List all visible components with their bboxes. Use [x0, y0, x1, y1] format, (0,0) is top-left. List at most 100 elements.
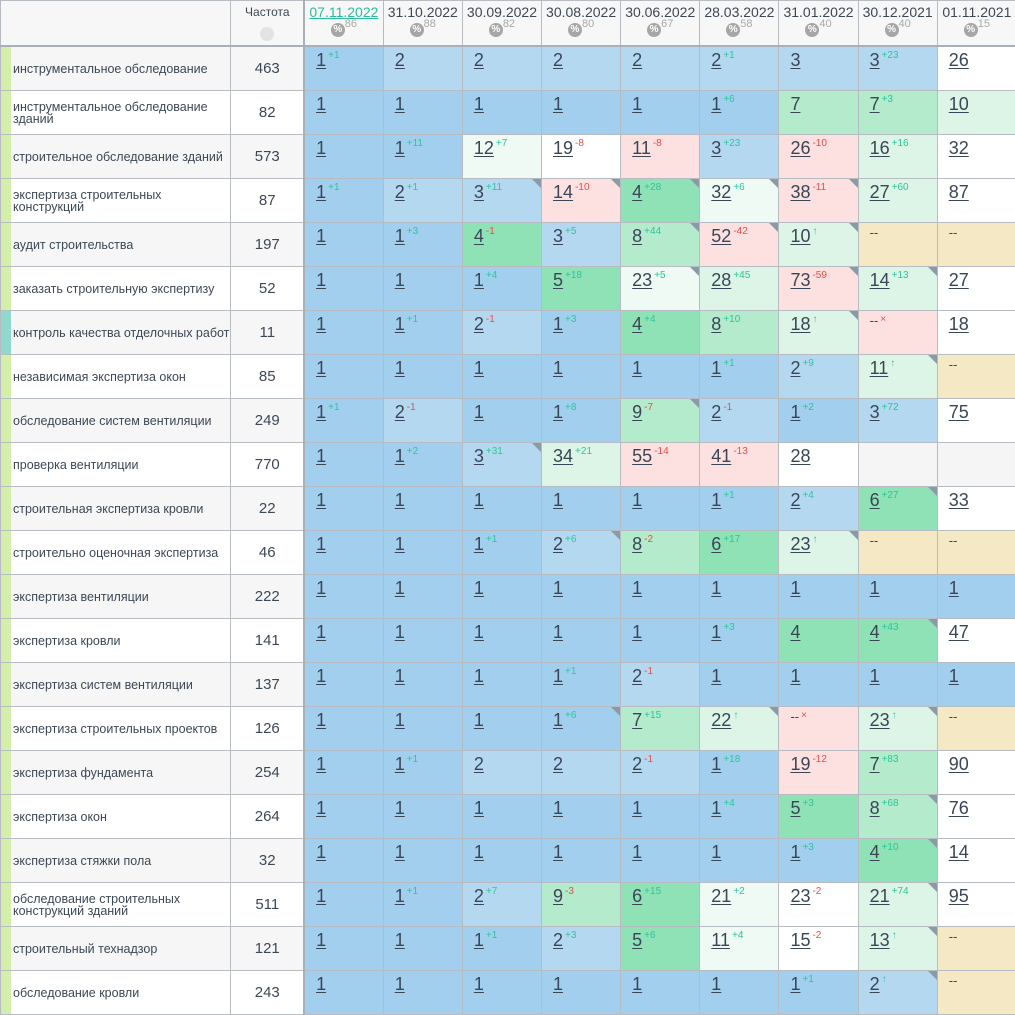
position-value[interactable]: 10	[949, 94, 969, 114]
position-value[interactable]: 1	[316, 358, 326, 378]
note-corner-icon[interactable]	[928, 487, 937, 496]
position-value[interactable]: 2	[474, 50, 484, 70]
position-value[interactable]: 1	[790, 842, 800, 862]
position-value[interactable]: 3	[790, 50, 800, 70]
position-value[interactable]: 23	[632, 270, 652, 290]
position-value[interactable]: 19	[790, 754, 810, 774]
position-value[interactable]: 18	[949, 314, 969, 334]
position-value[interactable]: 1	[316, 930, 326, 950]
position-value[interactable]: 1	[632, 94, 642, 114]
position-value[interactable]: 95	[949, 886, 969, 906]
note-corner-icon[interactable]	[611, 531, 620, 540]
percent-icon[interactable]: %	[885, 23, 899, 37]
position-value[interactable]: 1	[474, 94, 484, 114]
position-value[interactable]: 1	[395, 622, 405, 642]
position-value[interactable]: 7	[632, 710, 642, 730]
position-value[interactable]: 1	[395, 666, 405, 686]
position-value[interactable]: 1	[395, 358, 405, 378]
note-corner-icon[interactable]	[928, 619, 937, 628]
position-value[interactable]: 52	[711, 226, 731, 246]
position-value[interactable]: 2	[790, 358, 800, 378]
position-value[interactable]: 23	[790, 886, 810, 906]
position-value[interactable]: 1	[474, 622, 484, 642]
date-label[interactable]: 30.09.2022	[463, 4, 541, 20]
percent-icon[interactable]: %	[647, 23, 661, 37]
position-value[interactable]: 2	[553, 534, 563, 554]
position-value[interactable]: 2	[632, 50, 642, 70]
position-value[interactable]: 1	[870, 578, 880, 598]
position-value[interactable]: 4	[632, 314, 642, 334]
position-value[interactable]: 1	[711, 94, 721, 114]
position-value[interactable]: 1	[711, 490, 721, 510]
position-value[interactable]: 3	[474, 446, 484, 466]
position-value[interactable]: 1	[395, 270, 405, 290]
position-value[interactable]: 3	[474, 182, 484, 202]
position-value[interactable]: 1	[395, 138, 405, 158]
position-value[interactable]: 27	[870, 182, 890, 202]
position-value[interactable]: 2	[632, 666, 642, 686]
position-value[interactable]: 1	[474, 666, 484, 686]
position-value[interactable]: 1	[632, 842, 642, 862]
position-value[interactable]: 2	[395, 182, 405, 202]
position-value[interactable]: 1	[632, 622, 642, 642]
note-corner-icon[interactable]	[769, 179, 778, 188]
position-value[interactable]: 1	[316, 94, 326, 114]
note-corner-icon[interactable]	[849, 531, 858, 540]
note-corner-icon[interactable]	[928, 927, 937, 936]
position-value[interactable]: 1	[474, 930, 484, 950]
note-corner-icon[interactable]	[769, 707, 778, 716]
position-value[interactable]: 21	[711, 886, 731, 906]
position-value[interactable]: 9	[553, 886, 563, 906]
date-label[interactable]: 31.10.2022	[384, 4, 462, 20]
position-value[interactable]: 23	[870, 710, 890, 730]
note-corner-icon[interactable]	[690, 399, 699, 408]
position-value[interactable]: 1	[395, 314, 405, 334]
position-value[interactable]: 1	[316, 974, 326, 994]
position-value[interactable]: 2	[632, 754, 642, 774]
position-value[interactable]: 6	[632, 886, 642, 906]
position-value[interactable]: 1	[474, 974, 484, 994]
note-corner-icon[interactable]	[690, 179, 699, 188]
position-value[interactable]: 16	[870, 138, 890, 158]
position-value[interactable]: 1	[632, 798, 642, 818]
position-value[interactable]: 11	[711, 930, 730, 950]
position-value[interactable]: 1	[316, 710, 326, 730]
position-value[interactable]: 28	[711, 270, 731, 290]
note-corner-icon[interactable]	[849, 223, 858, 232]
position-value[interactable]: 19	[553, 138, 573, 158]
position-value[interactable]: 3	[553, 226, 563, 246]
position-value[interactable]: 76	[949, 798, 969, 818]
note-corner-icon[interactable]	[849, 311, 858, 320]
position-value[interactable]: 1	[316, 270, 326, 290]
position-value[interactable]: 2	[553, 930, 563, 950]
note-corner-icon[interactable]	[532, 179, 541, 188]
position-value[interactable]: 1	[553, 798, 563, 818]
position-value[interactable]: 1	[395, 578, 405, 598]
position-value[interactable]: 1	[316, 226, 326, 246]
position-value[interactable]: 3	[711, 138, 721, 158]
position-value[interactable]: 4	[870, 622, 880, 642]
frequency-header[interactable]: Частота	[231, 1, 304, 47]
position-value[interactable]: 1	[474, 578, 484, 598]
position-value[interactable]: 2	[395, 402, 405, 422]
position-value[interactable]: 2	[870, 974, 880, 994]
position-value[interactable]: 2	[474, 314, 484, 334]
note-corner-icon[interactable]	[611, 179, 620, 188]
position-value[interactable]: 1	[949, 578, 959, 598]
position-value[interactable]: 1	[395, 490, 405, 510]
position-value[interactable]: 1	[316, 666, 326, 686]
position-value[interactable]: 87	[949, 182, 969, 202]
position-value[interactable]: 1	[790, 578, 800, 598]
note-corner-icon[interactable]	[928, 883, 937, 892]
position-value[interactable]: 1	[790, 402, 800, 422]
position-value[interactable]: 1	[316, 402, 326, 422]
position-value[interactable]: 12	[474, 138, 494, 158]
position-value[interactable]: 5	[632, 930, 642, 950]
position-value[interactable]: 1	[395, 446, 405, 466]
position-value[interactable]: 1	[474, 842, 484, 862]
percent-icon[interactable]: %	[331, 23, 345, 37]
position-value[interactable]: 1	[553, 94, 563, 114]
date-label[interactable]: 07.11.2022	[305, 4, 383, 20]
position-value[interactable]: 1	[316, 842, 326, 862]
position-value[interactable]: 1	[316, 50, 326, 70]
